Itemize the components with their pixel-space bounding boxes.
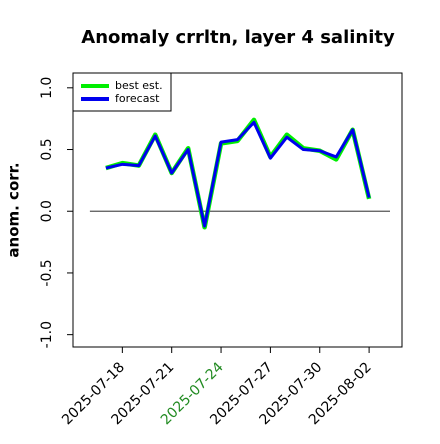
legend-label: forecast [115,92,160,105]
chart-title: Anomaly crrltn, layer 4 salinity [81,27,395,48]
y-tick-label: -1.0 [39,321,55,348]
y-tick-label: -0.5 [39,259,55,286]
series-line [105,120,371,228]
y-axis-label: anom. corr. [5,162,23,257]
legend-box [72,72,172,112]
y-tick-label: 1.0 [39,77,55,99]
y-tick-label: 0.0 [39,200,55,222]
legend-label: best est. [115,79,163,92]
plot-frame [72,72,403,348]
y-tick-label: 0.5 [39,138,55,160]
